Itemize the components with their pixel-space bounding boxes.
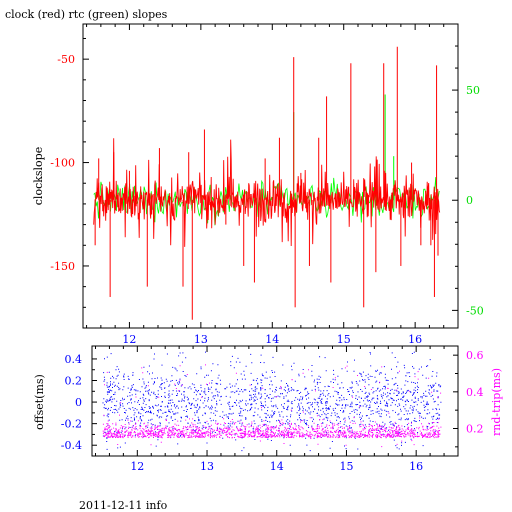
bottom-y-tick-label: 0 <box>75 396 82 409</box>
top-y-tick-label: -50 <box>57 53 75 66</box>
footer-info: 2011-12-11 info <box>79 499 168 512</box>
top-x-tick-label: 13 <box>194 333 208 346</box>
bottom-plot-frame <box>91 345 459 457</box>
bottom-y-tick-label: 0.4 <box>65 353 83 366</box>
top-x-tick-label: 15 <box>337 333 351 346</box>
top-x-tick-label: 12 <box>122 333 136 346</box>
bottom-x-tick-label: 16 <box>409 460 423 473</box>
bottom-y-axis-label: offset(ms) <box>33 374 46 430</box>
bottom-y-tick-label: -0.4 <box>61 439 82 452</box>
top-y2-tick-label: 50 <box>466 84 480 97</box>
bottom-x-tick-label: 13 <box>200 460 214 473</box>
bottom-y2-axis-label: rnd-trip(ms) <box>490 368 503 436</box>
rndtrip-series-points <box>102 364 442 448</box>
bottom-y2-tick-label: 0.2 <box>466 423 484 436</box>
offset-series-points <box>102 351 442 452</box>
bottom-y-tick-label: -0.2 <box>61 418 82 431</box>
bottom-y-tick-label: 0.2 <box>65 375 83 388</box>
bottom-y2-tick-label: 0.4 <box>466 386 484 399</box>
top-y-axis-label: clockslope <box>32 147 45 205</box>
bottom-x-tick-label: 12 <box>130 460 144 473</box>
bottom-x-tick-label: 14 <box>270 460 284 473</box>
clock-series-line <box>93 138 441 247</box>
bottom-x-tick-label: 15 <box>339 460 353 473</box>
top-plot-frame <box>82 23 459 329</box>
top-y-tick-label: -100 <box>50 157 75 170</box>
top-y2-tick-label: -50 <box>466 304 484 317</box>
top-y2-tick-label: 0 <box>466 194 473 207</box>
top-x-tick-label: 14 <box>265 333 279 346</box>
top-x-tick-label: 16 <box>408 333 422 346</box>
top-y-tick-label: -150 <box>50 260 75 273</box>
bottom-y2-tick-label: 0.6 <box>466 349 484 362</box>
chart-title: clock (red) rtc (green) slopes <box>5 8 168 21</box>
